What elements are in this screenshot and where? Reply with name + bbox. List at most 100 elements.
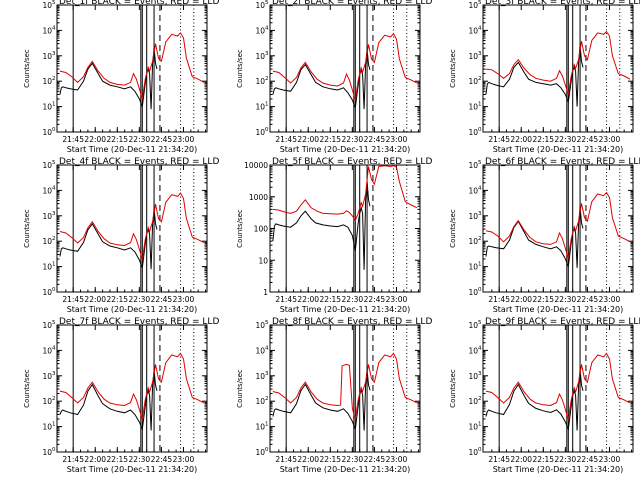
y-axis-label: Counts/sec bbox=[236, 209, 244, 248]
y-tick-label: 10 bbox=[255, 448, 265, 457]
y-axis-label: Counts/sec bbox=[23, 369, 31, 408]
y-tick-label: 10 bbox=[42, 52, 52, 61]
y-tick-exponent: 3 bbox=[52, 51, 56, 57]
x-tick-label: 22:00 bbox=[84, 295, 106, 304]
y-tick-label: 10 bbox=[255, 372, 265, 381]
y-tick-exponent: 4 bbox=[265, 25, 269, 31]
panel-5: Det_5f BLACK = Events, RED = LLD 1 10 100 10… bbox=[236, 157, 432, 314]
x-tick-label: 22:15 bbox=[532, 455, 554, 464]
x-tick-label: 22:30 bbox=[129, 135, 151, 144]
y-tick-exponent: 0 bbox=[265, 127, 269, 133]
y-tick-exponent: 3 bbox=[478, 51, 482, 57]
lld-series-line bbox=[485, 191, 631, 259]
y-tick-exponent: 4 bbox=[52, 345, 56, 351]
y-tick-exponent: 5 bbox=[52, 320, 56, 326]
y-tick-exponent: 4 bbox=[478, 185, 482, 191]
y-tick-exponent: 0 bbox=[52, 127, 56, 133]
x-tick-label: 23:00 bbox=[599, 295, 621, 304]
y-tick-label: 10 bbox=[42, 423, 52, 432]
events-series-line bbox=[59, 369, 158, 432]
x-axis-label: Start Time (20-Dec-11 21:34:20) bbox=[67, 145, 198, 154]
x-tick-label: 22:30 bbox=[342, 455, 364, 464]
y-tick-label: 10 bbox=[42, 288, 52, 297]
y-tick-label: 10 bbox=[255, 423, 265, 432]
panel-title: Det_6f BLACK = Events, RED = LLD bbox=[485, 157, 640, 167]
panel-title: Det_7f BLACK = Events, RED = LLD bbox=[59, 317, 219, 327]
y-tick-exponent: 1 bbox=[478, 422, 482, 428]
x-tick-label: 22:30 bbox=[555, 295, 577, 304]
y-tick-label: 10 bbox=[468, 372, 478, 381]
x-tick-label: 22:30 bbox=[555, 455, 577, 464]
y-tick-exponent: 0 bbox=[478, 127, 482, 133]
y-tick-label: 10 bbox=[468, 288, 478, 297]
x-tick-label: 21:45 bbox=[488, 295, 510, 304]
events-series-line bbox=[59, 48, 158, 110]
y-tick-label: 10 bbox=[255, 397, 265, 406]
events-series-line bbox=[272, 181, 371, 270]
x-axis-label: Start Time (20-Dec-11 21:34:20) bbox=[280, 465, 411, 474]
y-tick-exponent: 3 bbox=[478, 371, 482, 377]
y-tick-label: 10 bbox=[468, 448, 478, 457]
lld-series-line bbox=[485, 352, 631, 420]
lld-series-line bbox=[485, 30, 631, 95]
y-tick-exponent: 5 bbox=[265, 0, 269, 6]
y-tick-label: 10 bbox=[42, 372, 52, 381]
x-tick-label: 22:15 bbox=[319, 135, 341, 144]
x-axis-label: Start Time (20-Dec-11 21:34:20) bbox=[493, 145, 624, 154]
y-tick-label: 10 bbox=[468, 237, 478, 246]
x-tick-label: 23:00 bbox=[173, 455, 195, 464]
x-tick-label: 22:45 bbox=[151, 135, 173, 144]
x-tick-label: 22:15 bbox=[319, 295, 341, 304]
panel-title: Det_2f BLACK = Events, RED = LLD bbox=[272, 0, 432, 7]
panel-title: Det_9f BLACK = Events, RED = LLD bbox=[485, 317, 640, 327]
x-tick-label: 21:45 bbox=[62, 135, 84, 144]
y-tick-label: 10 bbox=[468, 321, 478, 330]
y-tick-exponent: 5 bbox=[52, 160, 56, 166]
y-tick-label: 1000 bbox=[249, 193, 268, 202]
x-tick-label: 22:15 bbox=[532, 295, 554, 304]
x-tick-label: 21:45 bbox=[62, 295, 84, 304]
y-tick-exponent: 2 bbox=[478, 396, 482, 402]
y-tick-exponent: 1 bbox=[478, 262, 482, 268]
y-tick-label: 10 bbox=[468, 346, 478, 355]
events-series-line bbox=[272, 49, 371, 110]
x-axis-label: Start Time (20-Dec-11 21:34:20) bbox=[280, 305, 411, 314]
events-series-line bbox=[485, 369, 584, 432]
x-tick-label: 22:15 bbox=[106, 455, 128, 464]
x-tick-label: 21:45 bbox=[488, 135, 510, 144]
panel-title: Det_5f BLACK = Events, RED = LLD bbox=[272, 157, 432, 167]
x-tick-label: 22:30 bbox=[129, 455, 151, 464]
y-tick-exponent: 0 bbox=[265, 447, 269, 453]
y-tick-label: 100 bbox=[254, 225, 269, 234]
x-axis-label: Start Time (20-Dec-11 21:34:20) bbox=[493, 305, 624, 314]
y-tick-exponent: 4 bbox=[52, 185, 56, 191]
y-tick-exponent: 5 bbox=[478, 160, 482, 166]
y-tick-label: 10 bbox=[468, 77, 478, 86]
y-tick-exponent: 1 bbox=[52, 262, 56, 268]
y-tick-exponent: 2 bbox=[265, 396, 269, 402]
x-tick-label: 23:00 bbox=[599, 455, 621, 464]
y-tick-exponent: 2 bbox=[52, 236, 56, 242]
y-tick-label: 10 bbox=[255, 52, 265, 61]
x-tick-label: 22:30 bbox=[342, 295, 364, 304]
y-tick-label: 10 bbox=[468, 52, 478, 61]
y-tick-exponent: 5 bbox=[265, 320, 269, 326]
y-tick-exponent: 3 bbox=[52, 371, 56, 377]
x-tick-label: 21:45 bbox=[488, 455, 510, 464]
y-tick-label: 10 bbox=[42, 212, 52, 221]
y-tick-label: 10 bbox=[42, 237, 52, 246]
y-tick-label: 10 bbox=[255, 321, 265, 330]
x-tick-label: 22:00 bbox=[297, 455, 319, 464]
x-tick-label: 22:45 bbox=[151, 455, 173, 464]
y-tick-label: 10 bbox=[468, 103, 478, 112]
panel-title: Det_1f BLACK = Events, RED = LLD bbox=[59, 0, 219, 7]
x-axis-label: Start Time (20-Dec-11 21:34:20) bbox=[280, 145, 411, 154]
y-tick-label: 10 bbox=[255, 26, 265, 35]
events-series-line bbox=[59, 208, 158, 270]
panel-title: Det_8f BLACK = Events, RED = LLD bbox=[272, 317, 432, 327]
x-tick-label: 21:45 bbox=[62, 455, 84, 464]
y-axis-label: Counts/sec bbox=[236, 49, 244, 88]
x-tick-label: 22:00 bbox=[297, 295, 319, 304]
